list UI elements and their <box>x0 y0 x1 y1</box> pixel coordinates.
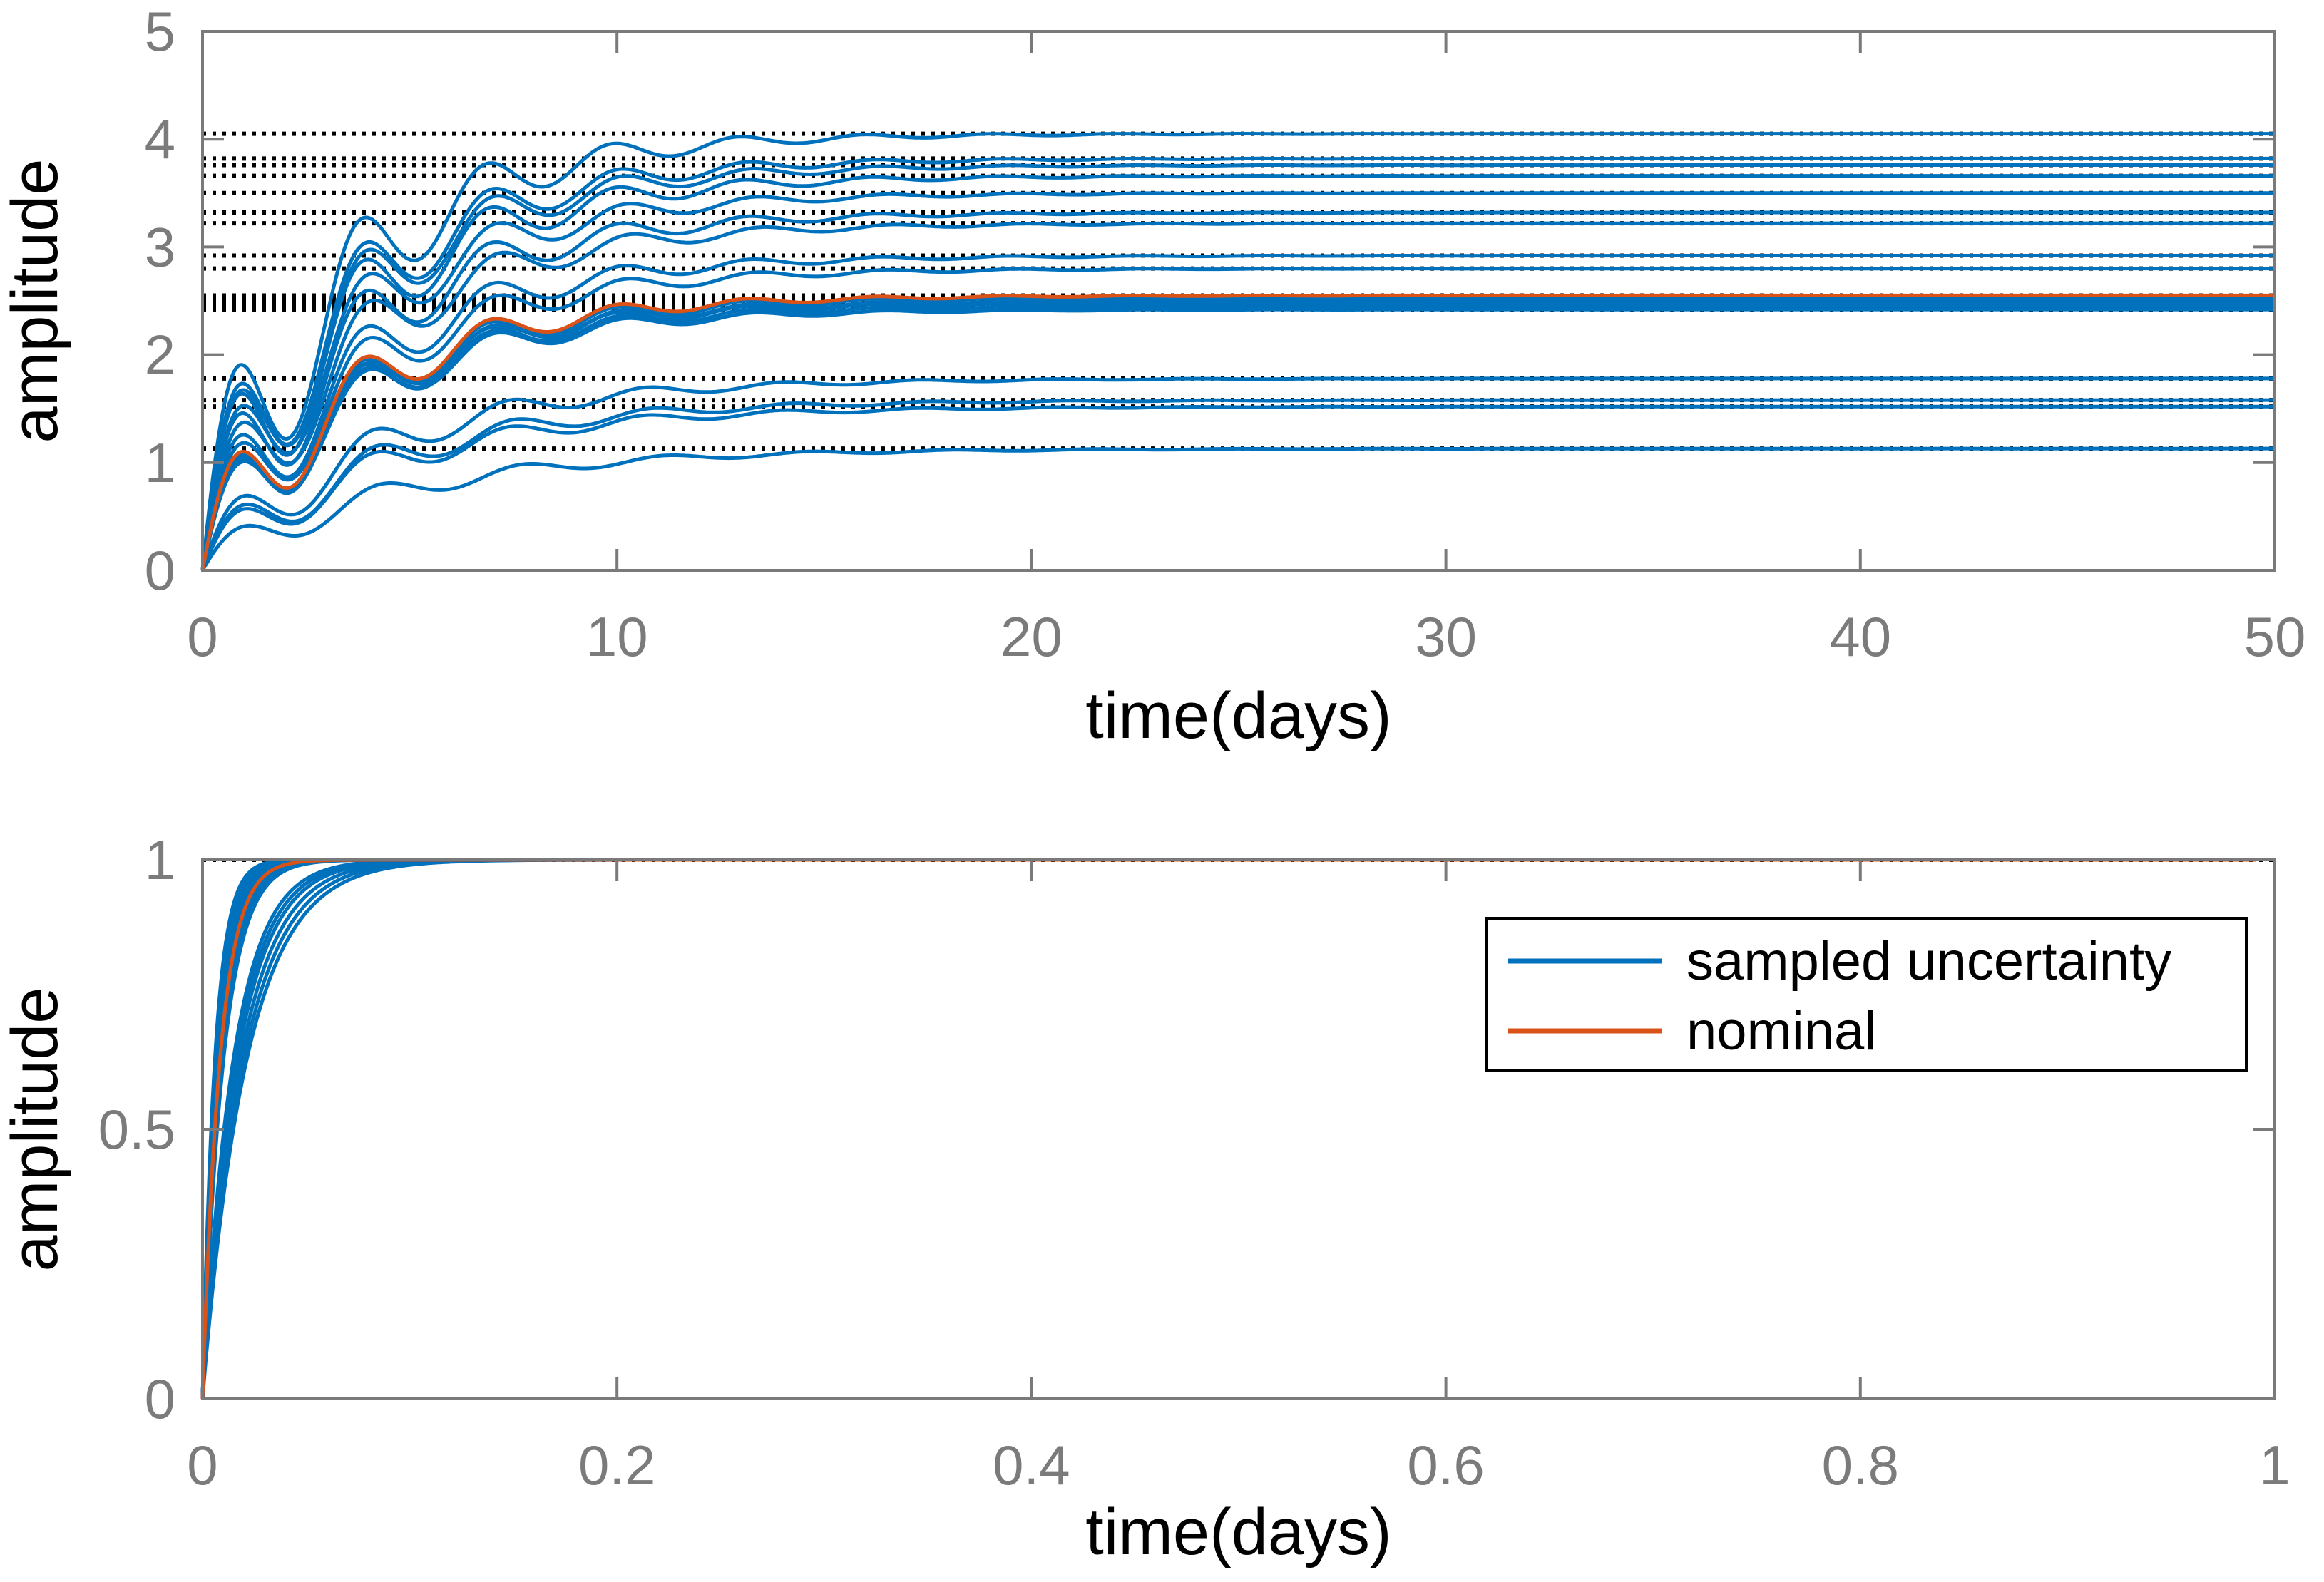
y-tick-label: 0 <box>145 1367 175 1430</box>
sampled-uncertainty-curve <box>200 163 2275 571</box>
bottom-x-axis-label: time(days) <box>1085 1496 1391 1568</box>
sampled-uncertainty-curve <box>200 301 2275 571</box>
nominal-curve <box>200 293 2275 571</box>
x-tick-label: 20 <box>1000 605 1063 668</box>
sampled-uncertainty-curve <box>200 299 2275 571</box>
legend: sampled uncertainty nominal <box>1485 917 2248 1072</box>
y-tick-label: 5 <box>145 0 175 63</box>
legend-sampled-uncertainty-label: sampled uncertainty <box>1686 931 2171 992</box>
bottom-y-axis-label: amplitude <box>0 987 71 1272</box>
sampled-uncertainty-curve <box>200 210 2275 571</box>
sampled-uncertainty-curve <box>200 295 2275 571</box>
legend-nominal-label: nominal <box>1686 1001 1876 1062</box>
sampled-uncertainty-curve <box>200 307 2275 571</box>
top-response-curves <box>200 131 2275 572</box>
y-tick-label: 4 <box>145 108 175 170</box>
legend-box <box>1485 917 2248 1072</box>
x-tick-label: 40 <box>1829 605 1891 668</box>
x-tick-label: 0.6 <box>1407 1434 1484 1496</box>
bottom-y-tick-labels: 00.51 <box>98 828 175 1430</box>
y-tick-label: 0.5 <box>98 1098 175 1161</box>
sampled-uncertainty-curve <box>200 398 2275 571</box>
top-y-tick-labels: 0 1 2 3 4 5 <box>145 0 175 602</box>
top-axes-box <box>201 30 2276 572</box>
bottom-x-tick-labels: 0 0.2 0.4 0.6 0.8 1 <box>187 1434 2290 1496</box>
y-tick-label: 2 <box>145 324 175 386</box>
top-axis-ticks <box>201 30 2276 572</box>
top-x-tick-labels: 0 10 20 30 40 50 <box>187 605 2305 668</box>
sampled-uncertainty-curve <box>200 131 2275 571</box>
x-tick-label: 50 <box>2244 605 2306 668</box>
top-y-axis-label: amplitude <box>0 159 71 443</box>
sampled-uncertainty-curve <box>200 156 2275 571</box>
sampled-uncertainty-curve <box>200 404 2275 571</box>
sampled-uncertainty-curve <box>200 221 2275 571</box>
sampled-uncertainty-curve <box>200 267 2275 571</box>
sampled-uncertainty-curve <box>200 254 2275 571</box>
top-x-axis-label: time(days) <box>1085 679 1391 752</box>
x-tick-label: 0.8 <box>1822 1434 1899 1496</box>
sampled-uncertainty-curve <box>200 446 2275 572</box>
sampled-uncertainty-curve <box>200 304 2275 571</box>
x-tick-label: 0.2 <box>578 1434 655 1496</box>
top-plot: 0 10 20 30 40 50 0 1 2 3 4 5 time(days) amplitude <box>0 0 2305 752</box>
y-tick-label: 3 <box>145 215 175 278</box>
x-tick-label: 0 <box>187 605 217 668</box>
x-tick-label: 0 <box>187 1434 217 1496</box>
x-tick-label: 30 <box>1415 605 1477 668</box>
y-tick-label: 1 <box>145 431 175 494</box>
y-tick-label: 0 <box>145 539 175 602</box>
bottom-axis-ticks <box>201 858 2276 1400</box>
x-tick-label: 1 <box>2259 1434 2290 1496</box>
y-tick-label: 1 <box>145 828 175 891</box>
x-tick-label: 0.4 <box>993 1434 1070 1496</box>
sampled-uncertainty-curve <box>200 376 2275 571</box>
bottom-plot: 0 0.2 0.4 0.6 0.8 1 00.51 time(days) amplitud… <box>0 828 2290 1568</box>
sampled-uncertainty-curve <box>200 173 2275 571</box>
x-tick-label: 10 <box>586 605 648 668</box>
sampled-uncertainty-curve <box>200 191 2275 571</box>
